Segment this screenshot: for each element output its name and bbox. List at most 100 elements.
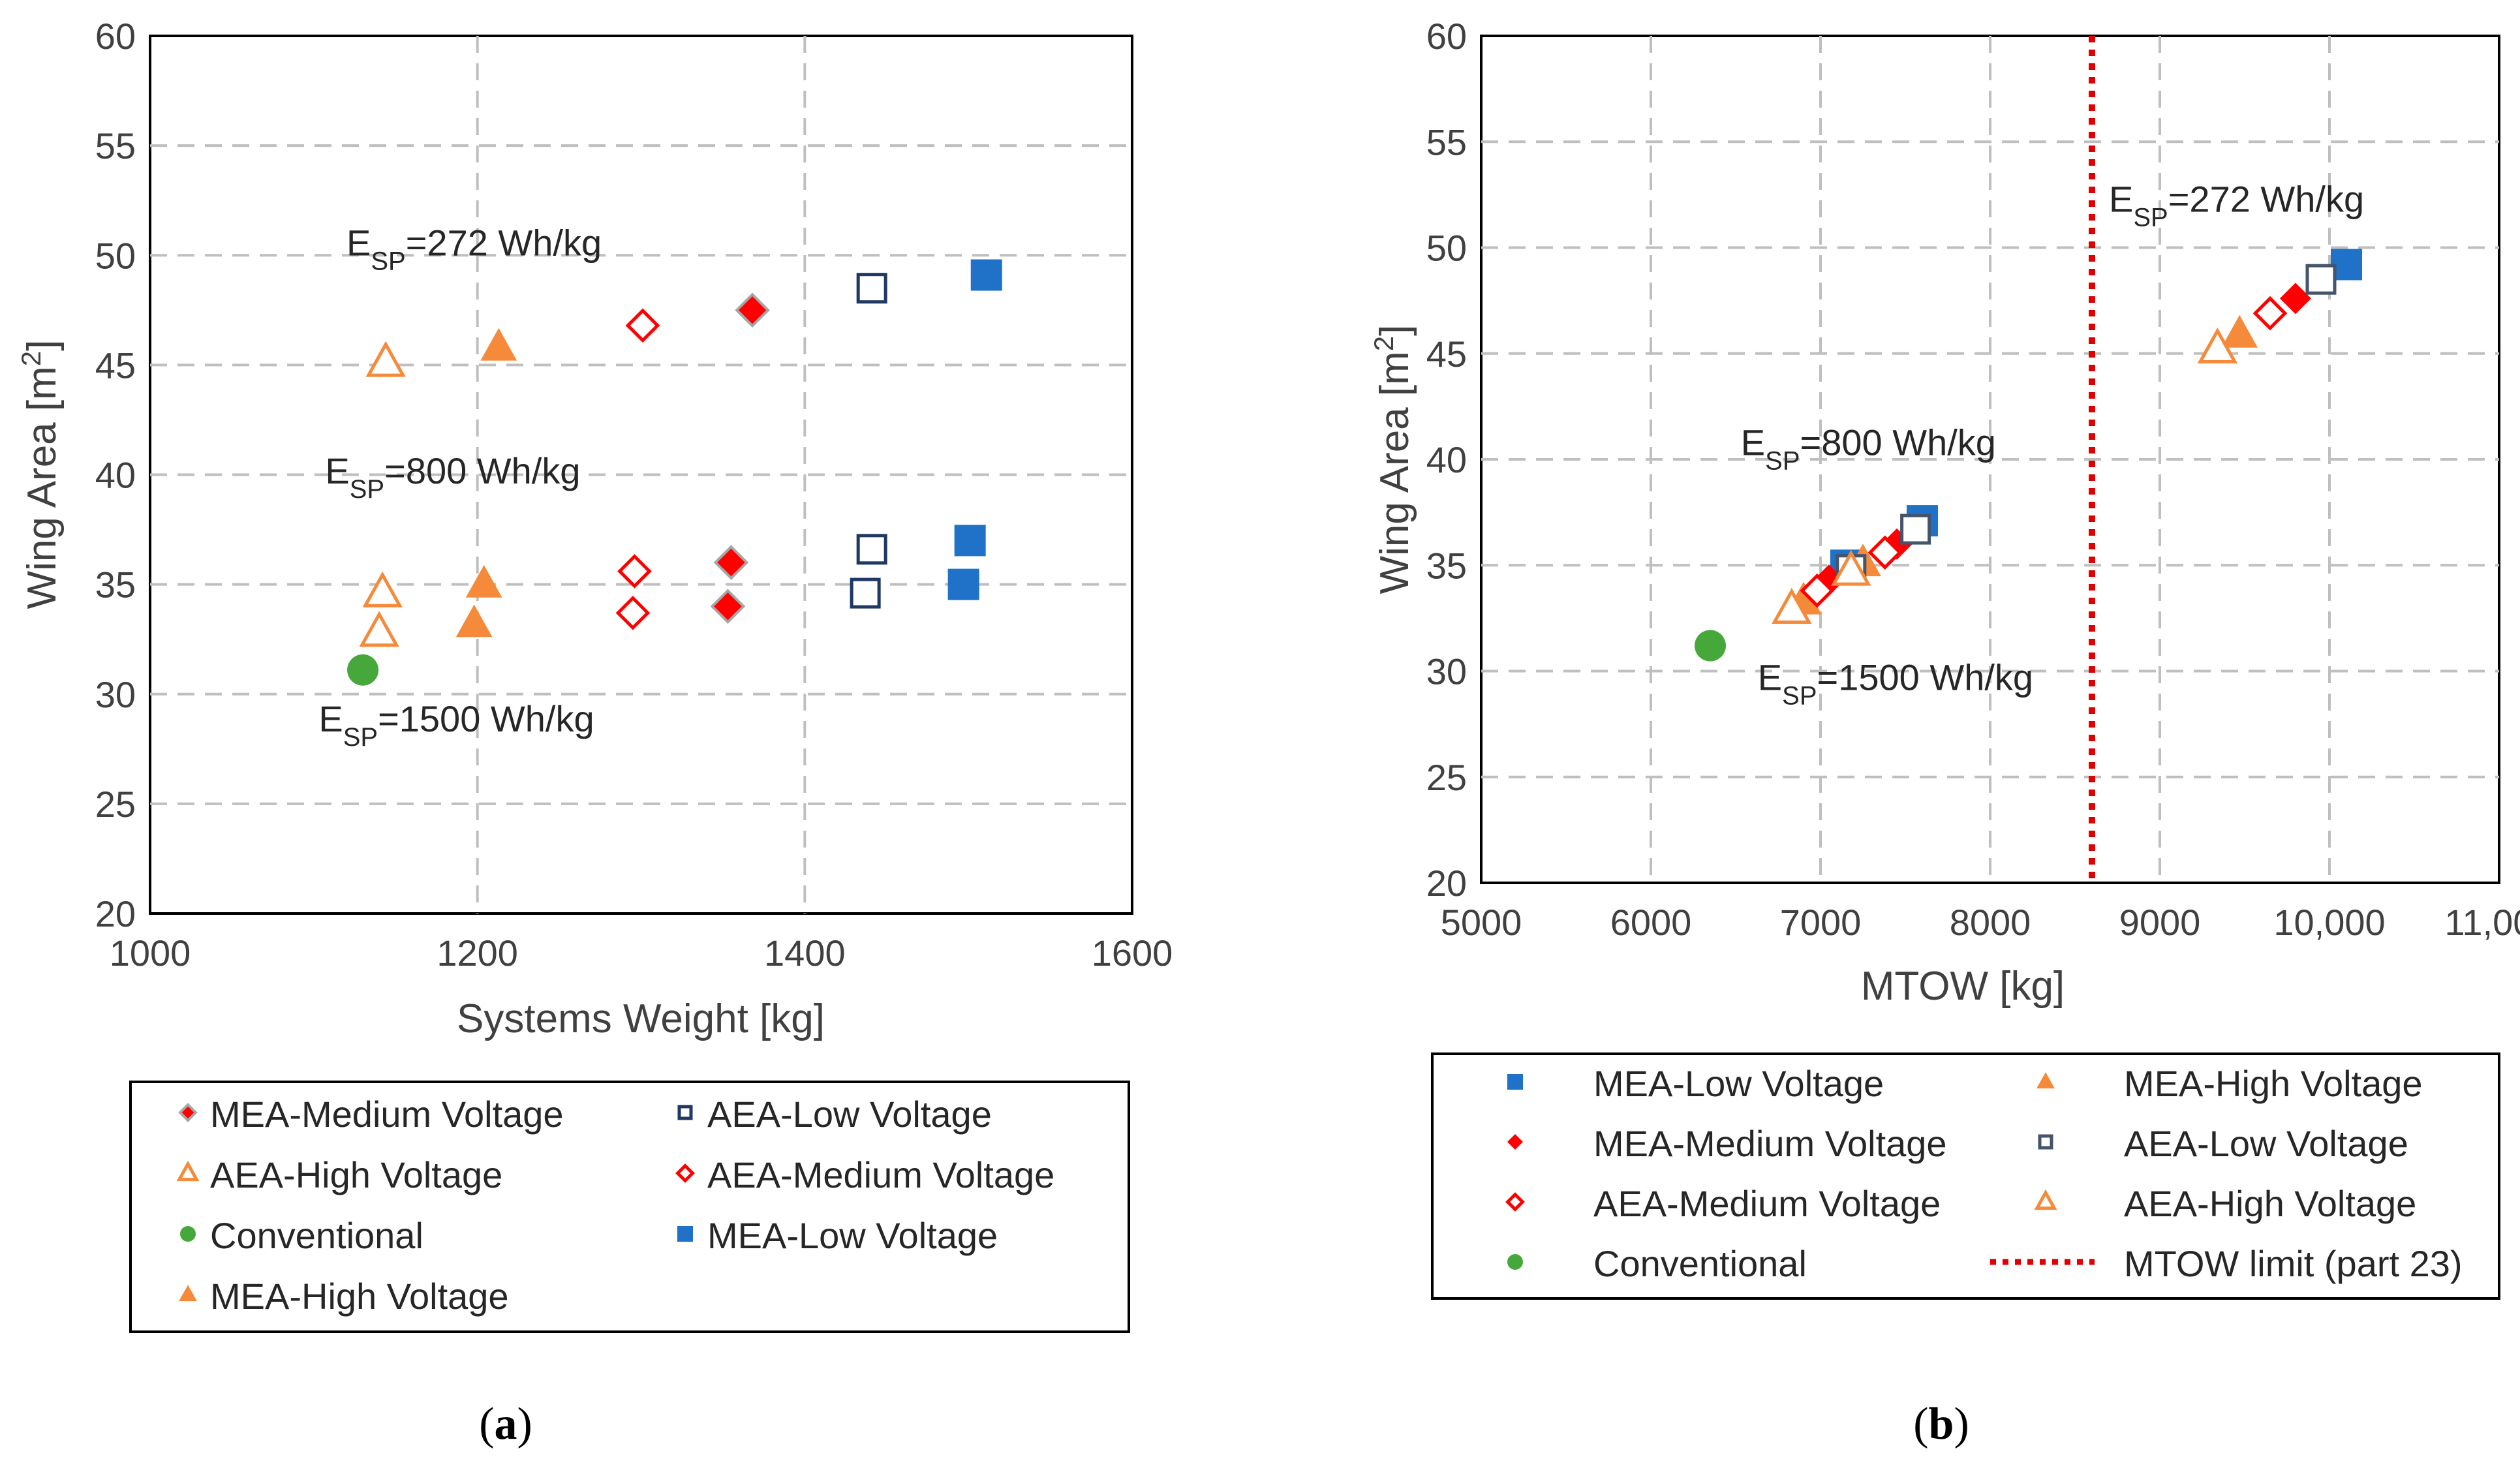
x-axis-label-a: Systems Weight [kg] xyxy=(457,996,825,1041)
y-tick-label: 20 xyxy=(1426,863,1467,904)
point-aea-high-voltage xyxy=(1831,549,1871,586)
legend-label: MEA-Medium Voltage xyxy=(1593,1123,1947,1164)
x-tick-label: 10,000 xyxy=(2273,902,2385,943)
point-aea-low-voltage xyxy=(850,577,881,609)
energy-density-annotation: ESP=272 Wh/kg xyxy=(346,222,602,275)
energy-density-annotation: ESP=272 Wh/kg xyxy=(2109,178,2364,232)
y-tick-label: 55 xyxy=(1426,121,1467,162)
grid-a xyxy=(150,36,1132,914)
annotations-a: ESP=272 Wh/kg ESP=800 Wh/kg ESP=1500 Wh/kg xyxy=(318,222,602,752)
legend-label: MEA-Low Voltage xyxy=(1593,1063,1884,1104)
x-tick-label: 5000 xyxy=(1441,902,1522,943)
point-mea-high-voltage xyxy=(2221,315,2258,348)
legend-label: MEA-High Voltage xyxy=(210,1276,509,1317)
legend-marker-mea-high-voltage xyxy=(2036,1072,2055,1089)
caption-b: (b) xyxy=(1913,1399,1969,1449)
legend-marker-aea-medium-voltage xyxy=(1505,1192,1525,1212)
legend-label: Conventional xyxy=(210,1215,423,1256)
legend-label: MEA-Low Voltage xyxy=(707,1215,998,1256)
y-ticks-b: 20 25 30 35 40 45 50 55 60 xyxy=(1426,16,1467,904)
legend-marker-aea-medium-voltage xyxy=(675,1163,695,1183)
legend-label: MEA-Medium Voltage xyxy=(210,1094,564,1135)
point-mea-high-voltage xyxy=(465,564,502,598)
y-tick-label: 25 xyxy=(95,784,136,825)
y-tick-label: 60 xyxy=(95,16,136,57)
chart-b: 20 25 30 35 40 45 50 55 60 5000 6000 7000 8000 9000 1… xyxy=(1368,16,2520,1449)
legend-label: AEA-Medium Voltage xyxy=(707,1154,1054,1195)
legend-marker-aea-low-voltage xyxy=(2038,1134,2053,1150)
x-tick-label: 1200 xyxy=(437,932,518,974)
legend-marker-mea-low-voltage xyxy=(677,1226,693,1242)
legend-label: MTOW limit (part 23) xyxy=(2124,1243,2463,1284)
y-tick-label: 25 xyxy=(1426,757,1467,798)
chart-a: 20 25 30 35 40 45 50 55 60 1000 1200 1400 1600 Syst… xyxy=(16,16,1173,1449)
legend-marker-aea-low-voltage xyxy=(677,1105,693,1120)
legend-box-b xyxy=(1431,1052,2500,1300)
point-mea-medium-voltage xyxy=(735,292,770,328)
plot-area-a xyxy=(149,35,1133,915)
legend-marker-aea-high-voltage xyxy=(176,1160,200,1182)
x-tick-label: 6000 xyxy=(1610,902,1692,943)
legend-label: AEA-High Voltage xyxy=(210,1154,502,1195)
point-aea-high-voltage xyxy=(362,571,403,607)
point-mea-medium-voltage xyxy=(713,545,749,580)
data-points-b xyxy=(1695,249,2362,662)
point-aea-medium-voltage xyxy=(1867,535,1903,570)
y-tick-label: 30 xyxy=(95,674,136,715)
y-ticks-a: 20 25 30 35 40 45 50 55 60 xyxy=(95,16,136,934)
point-mea-medium-voltage xyxy=(2280,283,2311,315)
y-tick-label: 55 xyxy=(95,125,136,166)
point-mea-high-voltage xyxy=(455,604,493,637)
point-mea-high-voltage xyxy=(480,328,517,361)
legend-label: AEA-Low Voltage xyxy=(707,1094,992,1135)
legend-label: Conventional xyxy=(1593,1243,1807,1284)
x-tick-label: 1000 xyxy=(110,932,191,974)
legend-marker-conventional xyxy=(1507,1254,1523,1270)
point-aea-low-voltage xyxy=(856,273,887,304)
y-tick-label: 35 xyxy=(95,564,136,606)
point-conventional xyxy=(1695,630,1726,662)
energy-density-annotation: ESP=1500 Wh/kg xyxy=(1758,657,2033,711)
x-tick-label: 11,000 xyxy=(2444,902,2520,943)
y-tick-label: 30 xyxy=(1426,651,1467,692)
legend-marker-mea-medium-voltage xyxy=(178,1103,198,1122)
x-ticks-a: 1000 1200 1400 1600 xyxy=(110,932,1173,974)
legend-label: AEA-Low Voltage xyxy=(2124,1123,2408,1164)
x-tick-label: 7000 xyxy=(1780,902,1862,943)
x-tick-label: 8000 xyxy=(1950,902,2031,943)
annotations-b: ESP=272 Wh/kg ESP=800 Wh/kg ESP=1500 Wh/kg xyxy=(1741,178,2364,710)
point-mea-medium-voltage xyxy=(710,589,746,624)
legend-marker-mea-low-voltage xyxy=(1507,1074,1523,1090)
y-tick-label: 40 xyxy=(1426,439,1467,480)
y-axis-label-b: Wing Area [m2] xyxy=(1368,325,1418,594)
y-tick-label: 45 xyxy=(1426,333,1467,375)
x-tick-label: 9000 xyxy=(2119,902,2201,943)
y-tick-label: 45 xyxy=(95,345,136,386)
legend-marker-aea-high-voltage xyxy=(2034,1189,2057,1210)
point-aea-low-voltage xyxy=(1900,514,1931,545)
legend-label: AEA-Medium Voltage xyxy=(1593,1183,1941,1224)
caption-a: (a) xyxy=(479,1399,532,1449)
y-tick-label: 35 xyxy=(1426,545,1467,586)
point-aea-low-voltage xyxy=(2305,264,2337,295)
y-tick-label: 40 xyxy=(95,455,136,496)
y-tick-label: 60 xyxy=(1426,16,1467,57)
point-conventional xyxy=(347,654,379,686)
point-aea-medium-voltage xyxy=(617,554,652,589)
y-tick-label: 50 xyxy=(1426,228,1467,269)
energy-density-annotation: ESP=1500 Wh/kg xyxy=(318,698,594,752)
grid-b xyxy=(1481,36,2499,883)
point-aea-medium-voltage xyxy=(625,308,660,343)
legend-b: MEA-Low Voltage MEA-High Voltage MEA-Mediu… xyxy=(1505,1063,2463,1284)
point-aea-high-voltage xyxy=(359,611,399,647)
x-axis-label-b: MTOW [kg] xyxy=(1861,964,2065,1009)
point-mea-low-voltage xyxy=(970,259,1002,291)
x-tick-label: 1600 xyxy=(1092,932,1173,974)
point-aea-high-voltage xyxy=(1772,587,1812,624)
point-mea-low-voltage xyxy=(947,568,979,600)
energy-density-annotation: ESP=800 Wh/kg xyxy=(325,450,580,504)
x-tick-label: 1400 xyxy=(764,932,846,974)
point-aea-medium-voltage xyxy=(615,596,651,630)
legend-marker-mea-high-voltage xyxy=(179,1285,197,1302)
